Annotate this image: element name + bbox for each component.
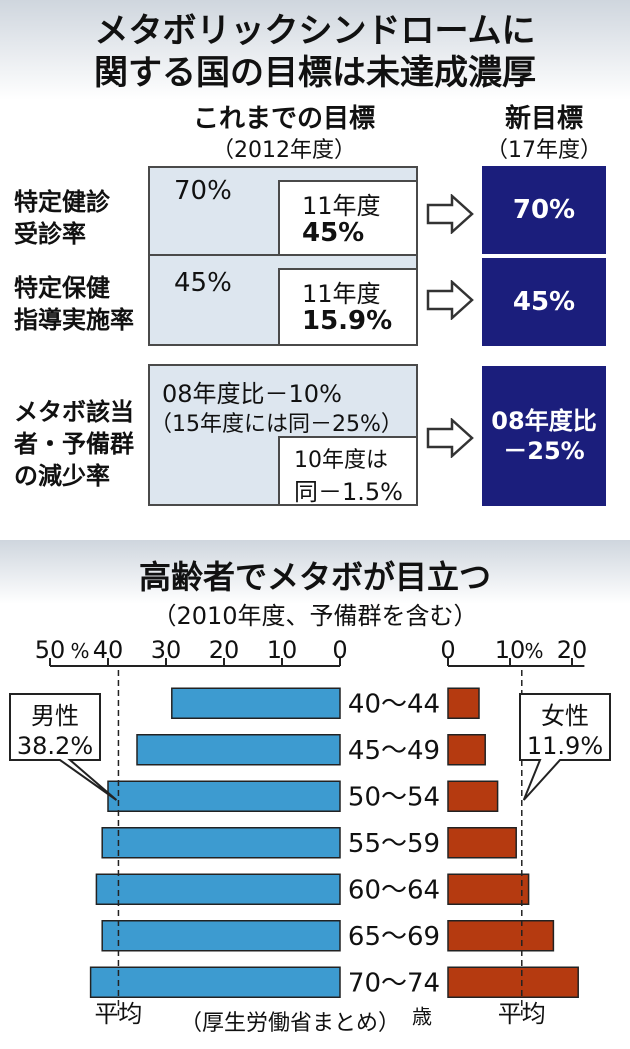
female-average-caption: 平均 bbox=[498, 1000, 546, 1028]
actual-box: 11年度 45% bbox=[278, 180, 418, 256]
actual-value: 45% bbox=[302, 218, 365, 248]
male-bar bbox=[89, 966, 341, 998]
male-average-callout bbox=[9, 693, 118, 801]
row-label-line1: 特定健診 bbox=[14, 188, 110, 216]
row-label: メタボ該当 者・予備群 の減少率 bbox=[14, 396, 134, 492]
old-goal-year: （2012年度） bbox=[212, 138, 356, 163]
new-target-line1: 08年度比 bbox=[491, 407, 597, 435]
male-bar bbox=[101, 827, 341, 859]
male-bar bbox=[95, 873, 341, 905]
chart-subtitle: （2010年度、予備群を含む） bbox=[152, 602, 478, 630]
male-tick-label: 50 bbox=[35, 636, 66, 664]
arrow-right-icon bbox=[426, 418, 474, 458]
female-average-value: 11.9% bbox=[527, 732, 603, 760]
new-target-box: 70% bbox=[482, 166, 606, 254]
arrow-right-icon bbox=[426, 280, 474, 320]
new-target-box: 45% bbox=[482, 258, 606, 346]
row-label-line1: 特定保健 bbox=[14, 274, 110, 302]
male-tick-label: 40 bbox=[93, 636, 124, 664]
male-tick-label: 10 bbox=[267, 636, 298, 664]
new-target-line2: －25% bbox=[503, 437, 585, 465]
female-tick-label: 20 bbox=[557, 636, 588, 664]
male-bar bbox=[101, 920, 341, 952]
new-target-value: 70% bbox=[512, 194, 576, 225]
chart-title-band bbox=[0, 540, 630, 604]
actual-value: 15.9% bbox=[302, 306, 393, 336]
top-title: メタボリックシンドロームに 関する国の目標は未達成濃厚 bbox=[0, 10, 630, 94]
male-average-value: 38.2% bbox=[17, 732, 93, 760]
male-bar bbox=[107, 780, 341, 812]
old-target-value: 45% bbox=[174, 268, 232, 298]
male-tick-label: 20 bbox=[209, 636, 240, 664]
age-category-label: 40～44 bbox=[348, 689, 440, 719]
male-average-label: 男性 bbox=[31, 702, 79, 730]
male-bar bbox=[136, 734, 341, 766]
female-average-label: 女性 bbox=[541, 702, 589, 730]
male-bar bbox=[171, 687, 341, 719]
age-category-label: 70～74 bbox=[348, 968, 440, 998]
row-label: 特定保健 指導実施率 bbox=[14, 272, 134, 336]
old-goal-label: これまでの目標 bbox=[192, 104, 375, 134]
male-tick-label: 30 bbox=[151, 636, 182, 664]
row-label-line2: 指導実施率 bbox=[14, 306, 134, 334]
female-average-callout bbox=[519, 693, 611, 801]
row-label-line2: 者・予備群 bbox=[14, 430, 134, 458]
actual-value: 同－1.5% bbox=[294, 478, 403, 506]
new-target-box: 08年度比 －25% bbox=[482, 366, 606, 506]
actual-year: 11年度 bbox=[302, 280, 381, 308]
age-category-label: 50～54 bbox=[348, 782, 440, 812]
female-tick-label: 0 bbox=[440, 636, 455, 664]
old-target-value: 08年度比－10% bbox=[162, 380, 342, 408]
row-label: 特定健診 受診率 bbox=[14, 186, 110, 250]
source-note: （厚生労働省まとめ） bbox=[180, 1011, 400, 1036]
top-title-band bbox=[0, 0, 630, 100]
female-bar bbox=[447, 873, 530, 905]
actual-year: 11年度 bbox=[302, 192, 381, 220]
female-axis-unit: % bbox=[524, 639, 543, 663]
actual-year: 10年度は bbox=[294, 448, 388, 473]
new-target-value: 45% bbox=[512, 286, 576, 317]
chart-title: 高齢者でメタボが目立つ bbox=[138, 558, 491, 596]
actual-box: 11年度 15.9% bbox=[278, 268, 418, 346]
new-goal-year: （17年度） bbox=[486, 138, 602, 163]
population-pyramid-chart: 50 40 30 20 10 0% 0 10 20% 40～44 45～49 50～54 55～59 60… bbox=[9, 636, 611, 1036]
age-category-label: 65～69 bbox=[348, 922, 440, 952]
top-title-line2: 関する国の目標は未達成濃厚 bbox=[94, 53, 536, 93]
female-bar bbox=[447, 687, 480, 719]
age-category-label: 55～59 bbox=[348, 829, 440, 859]
male-average-caption: 平均 bbox=[94, 1000, 142, 1028]
row-label-line2: 受診率 bbox=[14, 220, 86, 248]
female-tick-label: 10 bbox=[495, 636, 526, 664]
female-bar bbox=[447, 966, 579, 998]
old-target-value: 70% bbox=[174, 176, 232, 206]
female-bar bbox=[447, 780, 499, 812]
new-goal-label: 新目標 bbox=[504, 104, 583, 134]
arrow-right-icon bbox=[426, 194, 474, 234]
male-tick-label: 0 bbox=[332, 636, 347, 664]
female-bar bbox=[447, 734, 486, 766]
female-bar bbox=[447, 920, 555, 952]
female-bar bbox=[447, 827, 517, 859]
age-unit-label: 歳 bbox=[412, 1005, 432, 1029]
age-category-label: 60～64 bbox=[348, 875, 440, 905]
old-target-note: （15年度には同－25%） bbox=[150, 412, 403, 437]
male-axis-unit: % bbox=[70, 639, 89, 663]
age-category-label: 45～49 bbox=[348, 736, 440, 766]
actual-box: 10年度は 同－1.5% bbox=[278, 436, 418, 506]
row-label-line1: メタボ該当 bbox=[14, 398, 134, 426]
top-title-line1: メタボリックシンドロームに bbox=[94, 11, 536, 51]
row-label-line3: の減少率 bbox=[14, 462, 110, 490]
